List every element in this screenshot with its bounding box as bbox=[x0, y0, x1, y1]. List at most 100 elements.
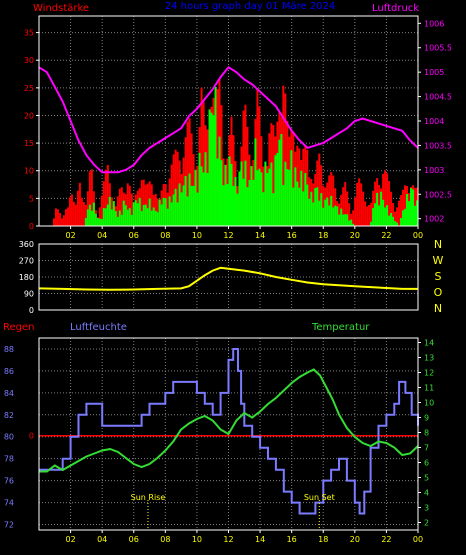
pressure-axis-label: Luftdruck bbox=[372, 3, 419, 14]
y-tick-label-pressure: 1004 bbox=[424, 117, 444, 126]
wind-gust-bar bbox=[298, 148, 301, 226]
wind-gust-bar bbox=[352, 210, 355, 226]
temperature-axis-label: Temperatur bbox=[311, 322, 370, 333]
wind-gust-bar bbox=[366, 206, 369, 226]
wind-average-bar bbox=[250, 165, 253, 226]
wind-gust-bar bbox=[216, 88, 219, 226]
wind-average-bar bbox=[324, 199, 327, 226]
wind-average-bar bbox=[416, 200, 419, 226]
wind-gust-bar bbox=[332, 175, 335, 226]
wind-gust-bar bbox=[354, 197, 357, 226]
x-tick-label: 00 bbox=[413, 231, 423, 240]
x-tick-label: 12 bbox=[223, 231, 233, 240]
wind-average-bar bbox=[154, 210, 157, 226]
wind-average-bar bbox=[184, 176, 187, 226]
y-tick-label-temperature: 12 bbox=[424, 369, 434, 378]
wind-gust-bar bbox=[344, 182, 347, 226]
wind-average-bar bbox=[178, 183, 181, 226]
wind-average-bar bbox=[246, 187, 249, 226]
y-tick-label-pressure: 1006 bbox=[424, 19, 444, 28]
y-tick-label-pressure: 1002 bbox=[424, 215, 444, 224]
wind-average-bar bbox=[218, 136, 221, 226]
compass-label: S bbox=[435, 270, 442, 283]
wind-gust-bar bbox=[78, 182, 81, 226]
wind-gust-bar bbox=[66, 207, 69, 226]
wind-average-bar bbox=[262, 192, 265, 226]
wind-average-bar bbox=[328, 205, 331, 226]
wind-average-bar bbox=[326, 197, 329, 226]
wind-average-bar bbox=[228, 156, 231, 226]
sunrise-label: Sun Rise bbox=[131, 493, 166, 502]
wind-average-bar bbox=[138, 197, 141, 226]
wind-average-bar bbox=[320, 193, 323, 226]
y-tick-label-wind: 15 bbox=[24, 139, 34, 148]
y-tick-label-pressure: 1004.5 bbox=[424, 93, 452, 102]
wind-average-bar bbox=[186, 196, 189, 226]
wind-gust-bar bbox=[130, 193, 133, 226]
wind-gust-bar bbox=[232, 135, 235, 226]
wind-average-bar bbox=[140, 211, 143, 226]
y-tick-label-wind: 25 bbox=[24, 84, 34, 93]
wind-average-bar bbox=[196, 192, 199, 226]
y-tick-label-temperature: 8 bbox=[424, 429, 429, 438]
humidity-line bbox=[39, 348, 419, 515]
wind-gust-bar bbox=[400, 195, 403, 226]
wind-average-bar bbox=[244, 160, 247, 226]
wind-average-bar bbox=[220, 160, 223, 226]
y-tick-label-pressure: 1005.5 bbox=[424, 44, 452, 53]
x-tick-label: 18 bbox=[318, 231, 328, 240]
y-tick-label-temperature: 3 bbox=[424, 504, 429, 513]
wind-average-bar bbox=[408, 201, 411, 226]
wind-average-bar bbox=[256, 170, 259, 226]
wind-gust-bar bbox=[98, 207, 101, 226]
wind-average-bar bbox=[280, 133, 283, 226]
wind-gust-bar bbox=[348, 203, 351, 226]
wind-gust-bar bbox=[172, 154, 175, 226]
wind-average-bar bbox=[124, 205, 127, 226]
x-tick-label: 22 bbox=[381, 535, 391, 544]
x-tick-label: 18 bbox=[318, 535, 328, 544]
wind-gust-bar bbox=[56, 209, 59, 226]
wind-average-bar bbox=[274, 155, 277, 226]
wind-average-bar bbox=[380, 191, 383, 226]
average-wind-series bbox=[84, 86, 419, 226]
wind-average-bar bbox=[414, 205, 417, 226]
wind-gust-bar bbox=[68, 197, 71, 226]
wind-average-bar bbox=[314, 188, 317, 226]
wind-average-bar bbox=[388, 215, 391, 226]
x-tick-label: 20 bbox=[350, 535, 360, 544]
x-tick-label: 14 bbox=[255, 535, 265, 544]
compass-label: W bbox=[433, 254, 444, 267]
x-tick-label: 00 bbox=[413, 535, 423, 544]
wind-gust-bar bbox=[392, 203, 395, 226]
wind-pressure-panel: Windstärke 24 hours graph day 01 Märe 20… bbox=[24, 1, 452, 240]
wind-average-bar bbox=[382, 199, 385, 226]
wind-gust-bar bbox=[70, 194, 73, 226]
wind-gust-bar bbox=[394, 211, 397, 226]
y-tick-label-wind: 20 bbox=[24, 111, 34, 120]
wind-average-bar bbox=[284, 161, 287, 226]
wind-gust-bar bbox=[368, 205, 371, 226]
humidity-temperature-panel: Regen Luftfeuchte Temperatur 88868482807… bbox=[3, 322, 434, 544]
wind-gust-bar bbox=[142, 179, 145, 226]
wind-average-bar bbox=[210, 112, 213, 226]
wind-average-bar bbox=[304, 173, 307, 226]
wind-average-bar bbox=[306, 184, 309, 226]
wind-average-bar bbox=[342, 214, 345, 226]
wind-gust-bar bbox=[384, 170, 387, 226]
wind-gust-bar bbox=[346, 191, 349, 226]
wind-average-bar bbox=[176, 202, 179, 226]
wind-average-bar bbox=[350, 219, 353, 226]
wind-average-bar bbox=[182, 185, 185, 226]
wind-average-bar bbox=[230, 163, 233, 226]
x-tick-label: 20 bbox=[350, 231, 360, 240]
wind-average-bar bbox=[238, 171, 241, 226]
wind-gust-bar bbox=[106, 165, 109, 226]
y-tick-label-pressure: 1002.5 bbox=[424, 190, 452, 199]
x-tick-label: 04 bbox=[97, 231, 107, 240]
wind-average-bar bbox=[312, 202, 315, 226]
wind-gust-bar bbox=[74, 204, 77, 226]
wind-average-bar bbox=[232, 185, 235, 226]
wind-gust-bar bbox=[370, 202, 373, 226]
